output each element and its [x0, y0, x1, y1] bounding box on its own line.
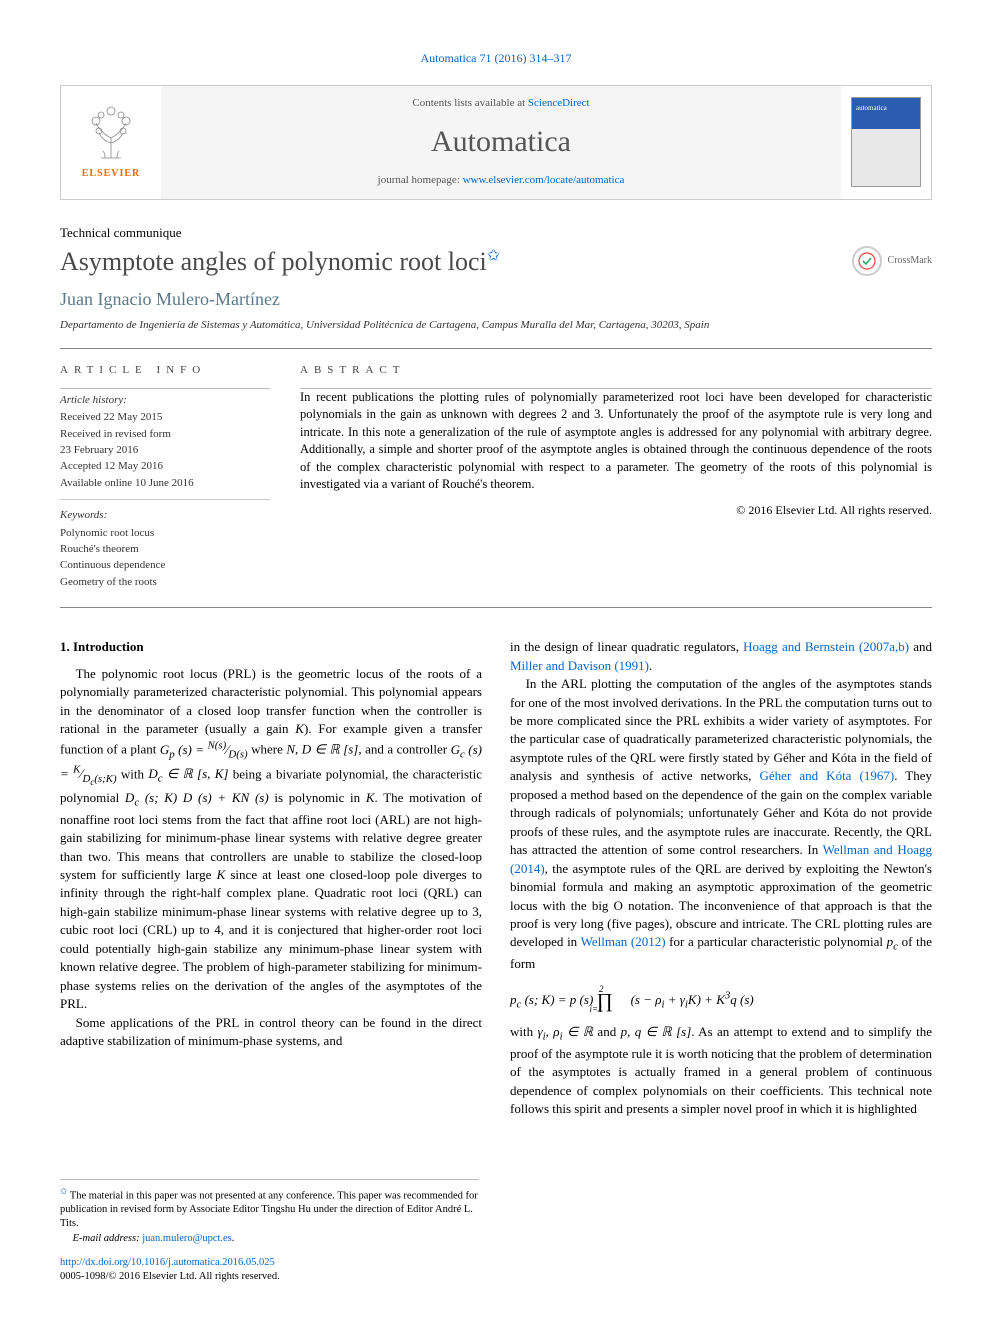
- citation-hoagg-bernstein[interactable]: Hoagg and Bernstein (2007a,b): [743, 639, 909, 654]
- equation-pc: pc (s; K) = p (s) ∏2i=1(s − ρi + γiK) + …: [510, 984, 932, 1013]
- author-name[interactable]: Juan Ignacio Mulero-Martínez: [60, 287, 932, 312]
- math-K2: K: [366, 790, 375, 805]
- math-pc: pc: [887, 934, 898, 949]
- math-K: K: [295, 721, 304, 736]
- section-1-heading: 1. Introduction: [60, 638, 482, 656]
- intro-paragraph-1: The polynomic root locus (PRL) is the ge…: [60, 665, 482, 1014]
- homepage-prefix: journal homepage:: [378, 174, 463, 186]
- abstract-column: ABSTRACT In recent publications the plot…: [300, 363, 932, 592]
- footnote-star-icon: ✩: [60, 1186, 67, 1196]
- right-column: in the design of linear quadratic regula…: [510, 638, 932, 1118]
- right-paragraph-1: in the design of linear quadratic regula…: [510, 638, 932, 675]
- citation-link[interactable]: Automatica 71 (2016) 314–317: [421, 51, 572, 65]
- citation-miller-davison[interactable]: Miller and Davison (1991): [510, 658, 649, 673]
- footnotes-block: ✩ The material in this paper was not pre…: [60, 1179, 479, 1285]
- homepage-link[interactable]: www.elsevier.com/locate/automatica: [463, 174, 625, 186]
- doi-block: http://dx.doi.org/10.1016/j.automatica.2…: [60, 1256, 479, 1284]
- body-columns: 1. Introduction The polynomic root locus…: [60, 638, 932, 1118]
- math-Gp: Gp (s) = N(s)⁄D(s): [160, 742, 248, 757]
- keywords-label: Keywords:: [60, 508, 270, 523]
- contents-line: Contents lists available at ScienceDirec…: [177, 96, 825, 111]
- footnote-star-text: The material in this paper was not prese…: [60, 1190, 478, 1229]
- history-revised-1: Received in revised form: [60, 427, 270, 442]
- banner-center: Contents lists available at ScienceDirec…: [161, 86, 841, 199]
- journal-banner: ELSEVIER Contents lists available at Sci…: [60, 85, 932, 200]
- math-Dc: Dc ∈ ℝ [s, K]: [148, 766, 228, 781]
- abstract-copyright: © 2016 Elsevier Ltd. All rights reserved…: [300, 502, 932, 519]
- math-cond1: γi, ρi ∈ ℝ: [538, 1024, 594, 1039]
- keyword-1: Polynomic root locus: [60, 526, 270, 541]
- history-online: Available online 10 June 2016: [60, 476, 270, 491]
- homepage-line: journal homepage: www.elsevier.com/locat…: [177, 173, 825, 188]
- publisher-label: ELSEVIER: [82, 167, 141, 181]
- contents-prefix: Contents lists available at: [412, 97, 527, 109]
- keyword-4: Geometry of the roots: [60, 575, 270, 590]
- crossmark-icon: [852, 246, 882, 276]
- history-label: Article history:: [60, 393, 270, 408]
- doi-link[interactable]: http://dx.doi.org/10.1016/j.automatica.2…: [60, 1257, 275, 1268]
- right-paragraph-2: In the ARL plotting the computation of t…: [510, 675, 932, 974]
- title-footnote-star[interactable]: ✩: [487, 247, 500, 264]
- math-cond2: p, q ∈ ℝ [s]: [621, 1024, 692, 1039]
- math-charpoly: Dc (s; K) D (s) + KN (s): [125, 790, 269, 805]
- right-paragraph-3: with γi, ρi ∈ ℝ and p, q ∈ ℝ [s]. As an …: [510, 1023, 932, 1119]
- publisher-logo-block: ELSEVIER: [61, 86, 161, 199]
- crossmark-label: CrossMark: [888, 254, 932, 268]
- footnote-star: ✩ The material in this paper was not pre…: [60, 1186, 479, 1232]
- article-title: Asymptote angles of polynomic root loci✩: [60, 246, 500, 277]
- intro-paragraph-2: Some applications of the PRL in control …: [60, 1014, 482, 1051]
- title-text: Asymptote angles of polynomic root loci: [60, 247, 487, 276]
- footnote-email: E-mail address: juan.mulero@upct.es.: [60, 1232, 479, 1246]
- rule-bottom: [60, 607, 932, 608]
- math-K3: K: [217, 867, 226, 882]
- history-revised-2: 23 February 2016: [60, 443, 270, 458]
- keyword-3: Continuous dependence: [60, 558, 270, 573]
- header-citation: Automatica 71 (2016) 314–317: [60, 50, 932, 67]
- email-link[interactable]: juan.mulero@upct.es: [142, 1233, 232, 1244]
- journal-cover-thumbnail: [851, 97, 921, 187]
- history-received: Received 22 May 2015: [60, 410, 270, 425]
- meta-rule-2: [60, 499, 270, 500]
- abstract-heading: ABSTRACT: [300, 363, 932, 378]
- math-ND: N, D ∈ ℝ [s]: [286, 742, 358, 757]
- article-type: Technical communique: [60, 224, 932, 242]
- left-column: 1. Introduction The polynomic root locus…: [60, 638, 482, 1118]
- title-row: Asymptote angles of polynomic root loci✩…: [60, 246, 932, 277]
- author-affiliation: Departamento de Ingeniería de Sistemas y…: [60, 318, 932, 333]
- meta-abstract-row: ARTICLE INFO Article history: Received 2…: [60, 349, 932, 608]
- banner-right: [841, 86, 931, 199]
- keyword-2: Rouché's theorem: [60, 542, 270, 557]
- article-info-heading: ARTICLE INFO: [60, 363, 270, 378]
- article-info-column: ARTICLE INFO Article history: Received 2…: [60, 363, 270, 592]
- email-label: E-mail address:: [73, 1233, 143, 1244]
- issn-copyright: 0005-1098/© 2016 Elsevier Ltd. All right…: [60, 1271, 280, 1282]
- abstract-text: In recent publications the plotting rule…: [300, 389, 932, 494]
- citation-wellman[interactable]: Wellman (2012): [581, 934, 666, 949]
- citation-geher-kota[interactable]: Géher and Kóta (1967): [760, 768, 895, 783]
- meta-rule-1: [60, 388, 270, 389]
- journal-title: Automatica: [177, 121, 825, 163]
- page-container: Automatica 71 (2016) 314–317 ELSEVIER Co…: [0, 0, 992, 1324]
- crossmark-widget[interactable]: CrossMark: [852, 246, 932, 276]
- sciencedirect-link[interactable]: ScienceDirect: [528, 97, 590, 109]
- elsevier-tree-icon: [81, 103, 141, 163]
- history-accepted: Accepted 12 May 2016: [60, 459, 270, 474]
